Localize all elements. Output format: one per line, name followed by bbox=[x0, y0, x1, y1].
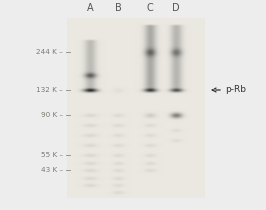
Text: 43 K –: 43 K – bbox=[41, 167, 63, 173]
Text: C: C bbox=[147, 3, 153, 13]
Text: 132 K –: 132 K – bbox=[36, 87, 63, 93]
Text: 90 K –: 90 K – bbox=[41, 112, 63, 118]
Text: 244 K –: 244 K – bbox=[36, 49, 63, 55]
Text: A: A bbox=[87, 3, 93, 13]
Text: B: B bbox=[115, 3, 121, 13]
Text: D: D bbox=[172, 3, 180, 13]
Text: p-Rb: p-Rb bbox=[225, 85, 246, 94]
Text: 55 K –: 55 K – bbox=[41, 152, 63, 158]
